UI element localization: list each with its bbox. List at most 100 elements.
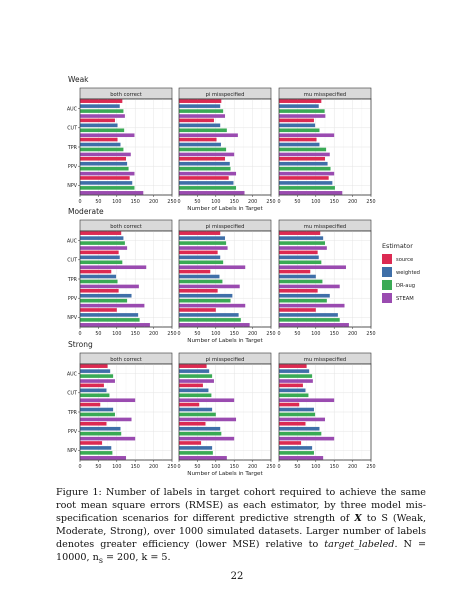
xtick-label-moderate-pi-misspecified-50: 50: [194, 331, 200, 337]
bar-weak-pi-misspecified-tpr-weighted: [179, 142, 221, 147]
caption-italic: target_labeled: [324, 539, 395, 550]
bar-moderate-pi-misspecified-npv-weighted: [179, 313, 239, 317]
bar-moderate-both-correct-npv-weighted: [80, 313, 139, 317]
bar-weak-both-correct-tpr-steam: [80, 152, 131, 157]
bar-weak-mu-misspecified-tpr-source: [279, 137, 317, 142]
bar-weak-pi-misspecified-auc-dr-aug: [179, 109, 224, 113]
bar-weak-both-correct-tpr-source: [80, 137, 118, 142]
bar-weak-mu-misspecified-ppv-dr-aug: [279, 166, 331, 171]
bar-weak-both-correct-npv-dr-aug: [80, 186, 135, 190]
bar-moderate-pi-misspecified-npv-dr-aug: [179, 318, 241, 322]
xtick-label-strong-both-correct-0: 0: [78, 464, 81, 470]
bar-strong-pi-misspecified-ppv-steam: [179, 436, 235, 441]
bar-moderate-mu-misspecified-npv-source: [279, 308, 316, 312]
bar-moderate-both-correct-auc-weighted: [80, 236, 124, 240]
bar-moderate-both-correct-auc-source: [80, 231, 122, 235]
bar-weak-both-correct-cut-source: [80, 118, 115, 123]
bar-weak-mu-misspecified-tpr-steam: [279, 152, 330, 157]
xtick-label-strong-both-correct-100: 100: [112, 464, 121, 470]
bar-moderate-both-correct-npv-steam: [80, 323, 150, 327]
xtick-label-weak-pi-misspecified-150: 150: [230, 199, 239, 205]
bar-moderate-both-correct-auc-steam: [80, 246, 128, 250]
bar-strong-mu-misspecified-tpr-dr-aug: [279, 412, 316, 417]
bar-strong-mu-misspecified-ppv-steam: [279, 436, 335, 441]
bar-moderate-mu-misspecified-cut-weighted: [279, 255, 319, 260]
bar-weak-both-correct-auc-weighted: [80, 104, 120, 108]
bar-strong-both-correct-tpr-weighted: [80, 407, 114, 412]
bar-moderate-mu-misspecified-auc-weighted: [279, 236, 324, 240]
ytick-label-weak-npv: NPV: [67, 183, 77, 189]
xtick-label-weak-mu-misspecified-200: 200: [348, 199, 357, 205]
xtick-label-moderate-both-correct-100: 100: [112, 331, 121, 337]
panel-border-weak-mu-misspecified: [278, 98, 372, 196]
bar-strong-mu-misspecified-cut-source: [279, 383, 303, 388]
bar-moderate-pi-misspecified-ppv-weighted: [179, 293, 233, 298]
strip-label-strong-mu-misspecified: mu misspecified: [304, 357, 346, 363]
bar-moderate-pi-misspecified-auc-weighted: [179, 236, 225, 240]
bar-moderate-pi-misspecified-cut-source: [179, 250, 218, 255]
figure-caption: Figure 1: Number of labels in target coh…: [56, 486, 426, 567]
xtick-label-weak-pi-misspecified-200: 200: [248, 199, 257, 205]
xtick-label-weak-both-correct-100: 100: [112, 199, 121, 205]
bar-weak-mu-misspecified-auc-dr-aug: [279, 109, 325, 113]
legend-swatch-steam: [382, 293, 392, 303]
bar-moderate-mu-misspecified-tpr-dr-aug: [279, 279, 323, 284]
xtick-label-moderate-both-correct-50: 50: [95, 331, 101, 337]
caption-subscript: s: [98, 555, 103, 565]
bar-strong-mu-misspecified-npv-dr-aug: [279, 451, 314, 455]
bar-weak-pi-misspecified-tpr-steam: [179, 152, 235, 157]
bar-moderate-mu-misspecified-ppv-dr-aug: [279, 298, 327, 303]
xtick-label-strong-pi-misspecified-150: 150: [230, 464, 239, 470]
bar-weak-both-correct-npv-weighted: [80, 181, 133, 185]
bar-strong-both-correct-cut-source: [80, 383, 104, 388]
bar-moderate-both-correct-cut-dr-aug: [80, 260, 123, 265]
ytick-label-strong-auc: AUC: [67, 371, 78, 377]
bar-strong-both-correct-auc-weighted: [80, 369, 111, 373]
bar-strong-mu-misspecified-npv-source: [279, 441, 302, 445]
bar-weak-pi-misspecified-cut-source: [179, 118, 214, 123]
bar-strong-both-correct-tpr-steam: [80, 417, 132, 422]
xtick-label-strong-pi-misspecified-100: 100: [211, 464, 220, 470]
bar-strong-mu-misspecified-auc-dr-aug: [279, 374, 313, 378]
figure: Weak both correct 0 50 100 150 200 250 AUC CUT TPR…: [67, 75, 420, 477]
strip-label-moderate-both-correct: both correct: [110, 224, 142, 230]
x-axis-title-strong: Number of Labels in Target: [187, 471, 263, 477]
bar-strong-both-correct-ppv-dr-aug: [80, 431, 122, 436]
xtick-label-weak-both-correct-250: 250: [167, 199, 176, 205]
bar-strong-pi-misspecified-cut-source: [179, 383, 203, 388]
bar-moderate-pi-misspecified-npv-source: [179, 308, 216, 312]
bar-moderate-pi-misspecified-tpr-source: [179, 269, 211, 274]
bar-weak-pi-misspecified-cut-dr-aug: [179, 128, 227, 133]
bar-weak-mu-misspecified-npv-dr-aug: [279, 186, 335, 190]
bar-moderate-both-correct-cut-weighted: [80, 255, 120, 260]
xtick-label-moderate-pi-misspecified-150: 150: [230, 331, 239, 337]
bar-moderate-both-correct-tpr-weighted: [80, 274, 117, 279]
xtick-label-weak-pi-misspecified-50: 50: [194, 199, 200, 205]
xtick-label-moderate-pi-misspecified-200: 200: [248, 331, 257, 337]
ytick-label-moderate-npv: NPV: [67, 315, 77, 321]
bar-moderate-pi-misspecified-cut-weighted: [179, 255, 221, 260]
bar-weak-pi-misspecified-npv-weighted: [179, 181, 234, 185]
bar-moderate-pi-misspecified-ppv-dr-aug: [179, 298, 231, 303]
bar-moderate-mu-misspecified-ppv-weighted: [279, 293, 330, 298]
bar-strong-both-correct-auc-dr-aug: [80, 374, 114, 378]
bar-weak-both-correct-cut-dr-aug: [80, 128, 125, 133]
strip-label-strong-pi-misspecified: pi misspecified: [206, 357, 245, 363]
bar-weak-pi-misspecified-npv-dr-aug: [179, 186, 237, 190]
bar-moderate-both-correct-tpr-dr-aug: [80, 279, 118, 284]
bar-weak-pi-misspecified-cut-steam: [179, 133, 238, 138]
panel-border-strong-pi-misspecified: [178, 363, 272, 461]
panel-border-moderate-mu-misspecified: [278, 230, 372, 328]
bar-strong-both-correct-npv-dr-aug: [80, 451, 113, 455]
xtick-label-weak-pi-misspecified-250: 250: [266, 199, 275, 205]
bar-strong-mu-misspecified-auc-source: [279, 364, 307, 368]
ytick-label-moderate-ppv: PPV: [68, 296, 78, 302]
bar-strong-mu-misspecified-npv-weighted: [279, 446, 313, 450]
xtick-label-weak-both-correct-200: 200: [149, 199, 158, 205]
bar-weak-pi-misspecified-ppv-weighted: [179, 161, 230, 166]
bar-moderate-both-correct-npv-dr-aug: [80, 318, 140, 322]
xtick-label-moderate-mu-misspecified-200: 200: [348, 331, 357, 337]
bar-strong-pi-misspecified-tpr-weighted: [179, 407, 213, 412]
strip-label-moderate-pi-misspecified: pi misspecified: [206, 224, 245, 230]
bar-weak-pi-misspecified-npv-source: [179, 176, 229, 180]
